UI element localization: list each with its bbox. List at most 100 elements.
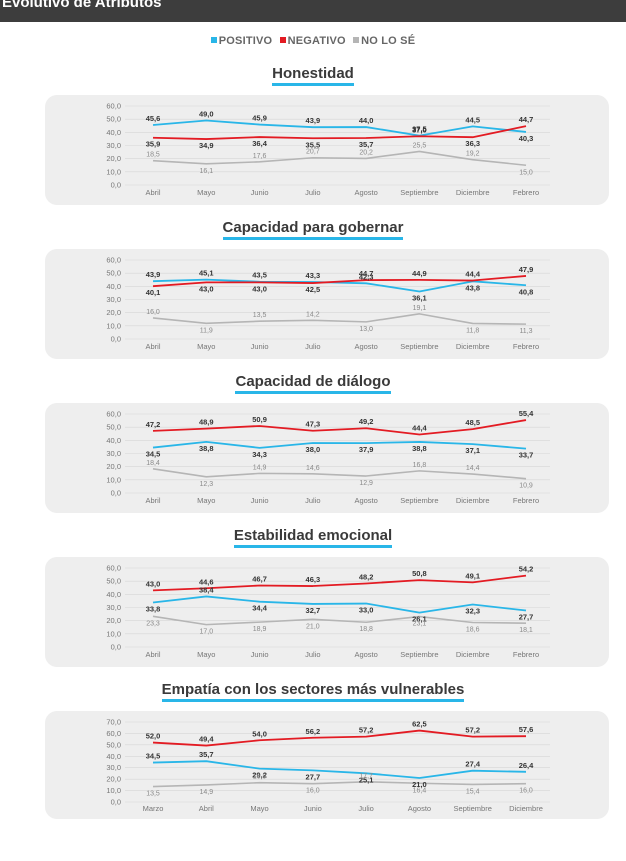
y-tick-label: 70,0: [106, 718, 121, 727]
x-tick-label: Diciembre: [456, 650, 490, 659]
data-label: 27,4: [465, 760, 480, 769]
data-label: 37,9: [359, 445, 374, 454]
data-label: 13,0: [359, 326, 373, 333]
data-label: 32,3: [465, 606, 480, 615]
data-label: 46,7: [252, 575, 267, 584]
legend-positivo: POSITIVO: [210, 35, 273, 47]
data-label: 44,4: [412, 424, 427, 433]
data-label: 18,8: [359, 626, 373, 633]
data-label: 26,4: [519, 761, 534, 770]
data-label: 35,7: [359, 140, 374, 149]
series-line-no-lo-se: [152, 313, 527, 325]
data-label: 16,0: [306, 788, 320, 795]
data-label: 43,9: [306, 116, 321, 125]
chart-title-capacidad-dialogo: Capacidad de diálogo: [0, 373, 626, 394]
chart-title-honestidad: Honestidad: [0, 65, 626, 86]
y-tick-label: 60,0: [106, 102, 121, 111]
data-label: 49,2: [359, 417, 374, 426]
x-tick-label: Abril: [199, 804, 214, 813]
data-label: 33,8: [146, 604, 161, 613]
legend-label-positivo: POSITIVO: [218, 35, 273, 47]
data-label: 45,9: [252, 114, 267, 123]
data-label: 11,9: [200, 327, 213, 334]
y-tick-label: 30,0: [106, 141, 121, 150]
data-label: 43,5: [252, 271, 267, 280]
x-tick-label: Septiembre: [400, 650, 438, 659]
data-label: 34,4: [252, 604, 267, 613]
data-label: 50,8: [412, 569, 427, 578]
series-line-negativo: [152, 275, 527, 288]
y-tick-label: 10,0: [106, 629, 121, 638]
data-label: 18,9: [253, 626, 267, 633]
data-label: 48,9: [199, 418, 214, 427]
series-line-no-lo-se: [152, 615, 527, 626]
data-label: 15,4: [466, 788, 480, 795]
y-tick-label: 0,0: [111, 798, 121, 807]
y-tick-label: 40,0: [106, 590, 121, 599]
data-label: 42,3: [359, 272, 374, 281]
data-label: 44,6: [199, 577, 214, 586]
data-label: 43,3: [306, 271, 321, 280]
data-label: 16,1: [199, 168, 213, 175]
data-label: 27,7: [306, 772, 321, 781]
x-tick-label: Diciembre: [456, 342, 490, 351]
line-chart-empatia: 0,0 10,0 20,0 30,0 40,0 50,0 60,0 70,0 Marzo Abri…: [106, 718, 550, 813]
y-tick-label: 20,0: [106, 775, 121, 784]
data-label: 57,2: [465, 726, 480, 735]
data-label: 32,7: [306, 606, 321, 615]
x-tick-label: Mayo: [197, 188, 215, 197]
x-tick-label: Julio: [358, 804, 373, 813]
data-label: 43,0: [146, 579, 161, 588]
x-tick-label: Mayo: [197, 650, 215, 659]
x-tick-label: Junio: [304, 804, 322, 813]
x-tick-label: Abril: [145, 496, 160, 505]
x-tick-label: Septiembre: [400, 496, 438, 505]
y-tick-label: 10,0: [106, 786, 121, 795]
data-label: 40,3: [519, 134, 534, 143]
x-tick-label: Mayo: [197, 496, 215, 505]
data-label: 37,0: [412, 125, 427, 134]
data-label: 14,4: [466, 465, 480, 472]
data-label: 16,9: [253, 774, 267, 781]
legend: POSITIVO NEGATIVO NO LO SÉ: [0, 35, 626, 47]
data-label: 11,8: [466, 327, 479, 334]
y-tick-label: 60,0: [106, 564, 121, 573]
chart-panel-estabilidad-emocional: 0,0 10,0 20,0 30,0 40,0 50,0 60,0 Abril Mayo Juni…: [45, 557, 609, 667]
x-tick-label: Junio: [251, 342, 269, 351]
series-line-negativo: [152, 729, 527, 747]
data-label: 34,5: [146, 450, 161, 459]
data-label: 12,3: [199, 481, 213, 488]
data-label: 36,3: [465, 139, 480, 148]
y-tick-label: 40,0: [106, 128, 121, 137]
series-line-no-lo-se: [152, 467, 527, 480]
data-label: 43,0: [199, 284, 214, 293]
chart-title-estabilidad-emocional: Estabilidad emocional: [0, 527, 626, 548]
x-tick-label: Diciembre: [509, 804, 543, 813]
data-label: 44,7: [359, 269, 374, 278]
data-label: 21,0: [412, 780, 427, 789]
legend-negativo: NEGATIVO: [279, 35, 346, 47]
data-label: 14,2: [306, 311, 320, 318]
x-tick-label: Mayo: [250, 804, 268, 813]
data-label: 43,8: [465, 283, 480, 292]
series-line-negativo: [152, 125, 527, 140]
y-tick-label: 40,0: [106, 282, 121, 291]
data-label: 19,1: [413, 305, 427, 312]
legend-label-no-lo-se: NO LO SÉ: [361, 35, 416, 47]
data-label: 33,0: [359, 606, 374, 615]
data-label: 18,5: [146, 152, 160, 159]
data-label: 50,9: [252, 415, 267, 424]
page-header: Evolutivo de Atributos: [0, 0, 626, 22]
x-tick-label: Marzo: [143, 804, 164, 813]
data-label: 62,5: [412, 720, 427, 729]
y-tick-label: 30,0: [106, 449, 121, 458]
chart-panel-honestidad: 0,0 10,0 20,0 30,0 40,0 50,0 60,0 Abril Mayo Juni…: [45, 95, 609, 205]
data-label: 38,0: [306, 445, 321, 454]
data-label: 15,0: [519, 169, 533, 176]
y-tick-label: 50,0: [106, 740, 121, 749]
x-tick-label: Abril: [145, 188, 160, 197]
y-tick-label: 0,0: [111, 181, 121, 190]
x-tick-label: Agosto: [408, 804, 431, 813]
data-label: 43,9: [146, 270, 161, 279]
series-line-no-lo-se: [152, 150, 527, 167]
